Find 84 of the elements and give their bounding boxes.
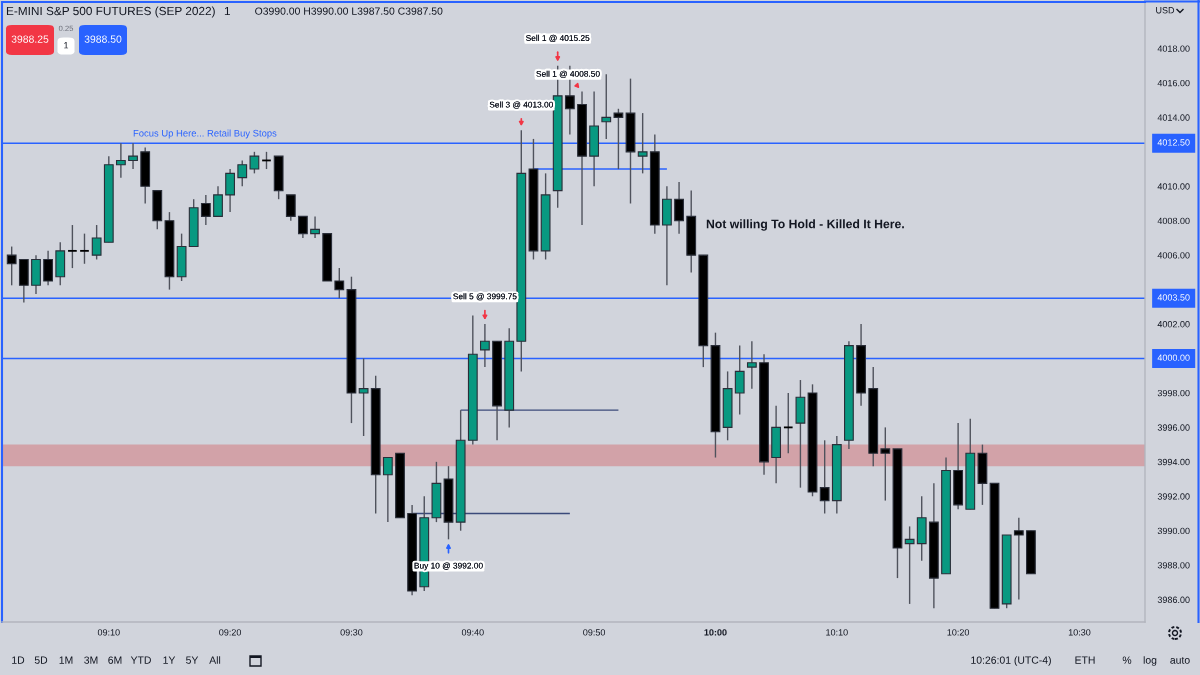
y-tick-label: 3988.00: [1157, 562, 1190, 569]
x-tick-label: 09:50: [583, 629, 606, 636]
y-tick-label: 4016.00: [1157, 79, 1190, 87]
candlestick: [746, 340, 757, 390]
y-tick-label: 4008.00: [1157, 217, 1190, 225]
candlestick: [601, 73, 612, 140]
y-tick-label: 3990.00: [1157, 527, 1190, 535]
candlestick: [613, 108, 624, 170]
candlestick: [43, 250, 53, 287]
y-tick-label: 3998.00: [1157, 389, 1190, 397]
candlestick: [310, 215, 320, 239]
chart-title: E-MINI S&P 500 FUTURES (SEP 2022): [6, 6, 215, 18]
x-tick-label: 10:10: [826, 629, 848, 636]
annotation: 1: [64, 42, 69, 49]
y-tick-label: 4010.00: [1157, 183, 1190, 190]
text: All: [209, 656, 221, 664]
ref-line-label: 4012.50: [1157, 139, 1190, 146]
y-tick-label: 3994.00: [1157, 458, 1190, 466]
text: 1M: [59, 656, 73, 664]
y-tick-label: 4014.00: [1157, 114, 1190, 121]
text: 1D: [12, 656, 25, 664]
annotation: Sell 3 @ 4013.00: [489, 101, 554, 109]
x-tick-label: 09:20: [219, 629, 242, 636]
candlestick: [783, 392, 794, 454]
text: USD: [1156, 7, 1175, 14]
candlestick: [904, 525, 915, 605]
text: 6M: [108, 656, 122, 664]
candlestick: [1013, 517, 1024, 601]
candlestick: [285, 194, 296, 222]
x-tick-label: 09:30: [340, 629, 363, 636]
candlestick: [674, 181, 684, 235]
text: log: [1143, 656, 1157, 666]
x-tick-label: 09:10: [97, 629, 120, 636]
candlestick: [637, 112, 648, 175]
text: 1Y: [163, 656, 176, 664]
annotation: Buy 10 @ 3992.00: [414, 562, 483, 571]
candlestick: [91, 224, 102, 261]
y-tick-label: 3992.00: [1157, 493, 1190, 500]
y-tick-label: 4002.00: [1157, 321, 1190, 328]
candlestick: [819, 439, 830, 515]
chart-subtitle: 1: [224, 6, 230, 16]
candlestick: [382, 456, 393, 523]
annotation: Sell 1 @ 4008.50: [536, 70, 600, 78]
candlestick: [213, 185, 223, 218]
text: auto: [1170, 656, 1190, 664]
text: 10:26:01 (UTC-4): [971, 656, 1051, 666]
x-tick-label: 10:20: [947, 629, 970, 636]
candlestick: [734, 344, 745, 416]
candlestick: [358, 357, 369, 437]
candlestick: [297, 215, 308, 239]
annotation: Not willing To Hold - Killed It Here.: [706, 219, 904, 231]
annotation: Sell 5 @ 3999.75: [453, 293, 517, 301]
text: %: [1122, 656, 1132, 664]
annotation: Focus Up Here... Retail Buy Stops: [133, 129, 277, 139]
x-tick-label: 09:40: [461, 629, 484, 636]
text: 5Y: [186, 656, 199, 664]
candlestick: [479, 323, 490, 368]
candlestick: [225, 168, 235, 213]
annotation: 3988.50: [84, 35, 122, 43]
y-tick-label: 3986.00: [1157, 596, 1190, 603]
candlestick: [67, 224, 78, 269]
x-tick-label: 10:00: [704, 629, 727, 636]
x-tick-label: 10:30: [1068, 629, 1091, 636]
annotation: Sell 1 @ 4015.25: [526, 34, 590, 43]
y-tick-label: 3996.00: [1157, 424, 1190, 431]
candlestick: [249, 151, 260, 175]
text: ETH: [1075, 656, 1095, 664]
text: YTD: [130, 656, 151, 664]
annotation: O3990.00 H3990.00 L3987.50 C3987.50: [255, 7, 443, 15]
candlestick: [115, 142, 126, 179]
text: 5D: [34, 656, 48, 664]
candlestick: [200, 194, 211, 226]
candlestick: [128, 142, 138, 170]
candlestick: [6, 245, 17, 287]
ref-line-label: 4000.00: [1157, 354, 1190, 361]
candlestick: [79, 232, 90, 265]
text: 3M: [84, 656, 98, 664]
y-tick-label: 4018.00: [1157, 45, 1190, 52]
candlestick: [334, 267, 345, 299]
annotation: 3988.25: [11, 35, 49, 43]
candlestick: [237, 159, 248, 187]
y-tick-label: 4006.00: [1157, 252, 1190, 259]
ref-line-label: 4003.50: [1157, 294, 1190, 301]
candlestick: [880, 426, 891, 502]
